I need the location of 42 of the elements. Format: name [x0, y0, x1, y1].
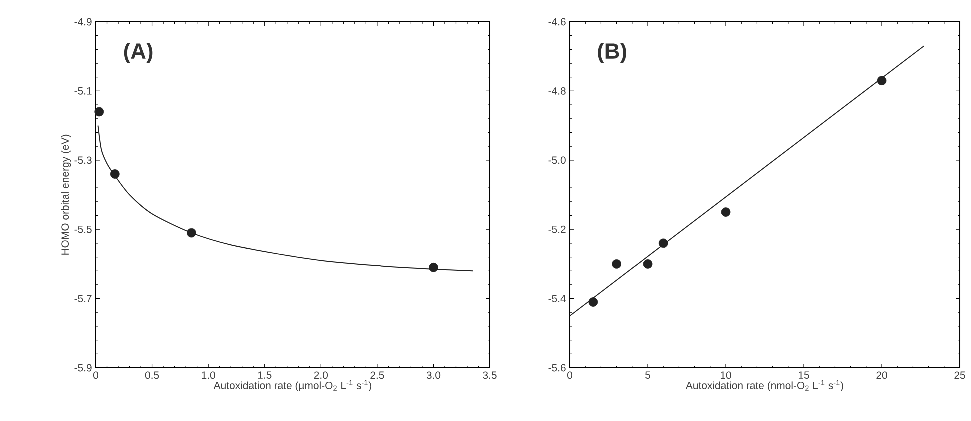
x-axis-title: Autoxidation rate (µmol-O$_{2}$ L$^{-1}$ s$^{-1}$)	[214, 380, 372, 392]
point	[658, 238, 668, 248]
x-tick-label: 10	[720, 372, 732, 380]
annotation: (A)	[124, 42, 153, 64]
point	[612, 260, 622, 269]
x-tick-label: 3.0	[426, 372, 441, 380]
y-tick-label: -4.9	[74, 18, 92, 26]
y-tick-label: -5.4	[548, 295, 566, 302]
x-tick-label: 20	[876, 372, 888, 380]
y-tick-label: -5.9	[74, 364, 92, 372]
y-tick-label: -5.7	[74, 295, 92, 302]
x-tick-label: 0	[568, 372, 573, 380]
annotation: (B)	[598, 42, 626, 64]
x-tick-label: 25	[954, 372, 966, 380]
x-tick-label: 0	[94, 372, 98, 380]
y-tick-label: -4.6	[548, 18, 566, 26]
x-axis-title: Autoxidation rate (nmol-O$_{2}$ L$^{-1}$ s$^{-1}$)	[686, 380, 844, 392]
point	[721, 208, 731, 217]
x-tick-label: 15	[798, 372, 810, 379]
point	[877, 76, 887, 86]
point	[588, 298, 598, 307]
point	[643, 260, 653, 269]
point	[187, 228, 196, 238]
x-tick-label: 5	[646, 372, 650, 379]
y-tick-label: -5.0	[548, 156, 566, 164]
x-tick-label: 1.5	[258, 372, 272, 379]
y-tick-label: -5.3	[74, 156, 92, 164]
y-tick-label: -5.5	[74, 226, 92, 234]
point	[110, 170, 120, 179]
x-tick-label: 0.5	[145, 372, 160, 380]
x-tick-label: 2.0	[314, 372, 328, 380]
point	[94, 107, 104, 117]
line-series	[98, 125, 474, 272]
x-tick-label: 1.0	[202, 372, 216, 380]
y-tick-label: -5.2	[548, 226, 566, 234]
y-tick-label: -5.6	[548, 364, 566, 372]
x-tick-label: 2.5	[370, 372, 384, 380]
y-tick-label: -5.1	[74, 88, 92, 95]
point	[429, 262, 438, 272]
x-tick-label: 3.5	[483, 372, 497, 380]
y-tick-label: -4.8	[548, 88, 566, 95]
y-axis-title: HOMO orbital energy (eV)	[61, 134, 72, 255]
